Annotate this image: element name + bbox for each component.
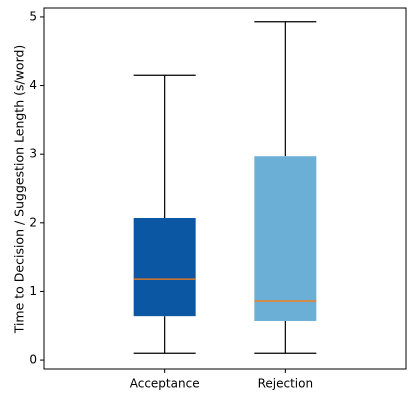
y-tick-label: 4: [29, 78, 37, 92]
acceptance-box: [133, 218, 196, 317]
plot-frame: [43, 7, 407, 370]
y-tick-label: 3: [29, 147, 37, 161]
chart-marks: [133, 21, 317, 354]
x-axis-ticks: Acceptance Rejection: [130, 369, 313, 391]
x-tick-label: Acceptance: [130, 377, 200, 391]
y-tick-label: 2: [29, 215, 37, 229]
y-tick-label: 0: [29, 353, 37, 367]
rejection-box: [254, 156, 317, 321]
y-tick-label: 1: [29, 284, 37, 298]
y-tick-label: 5: [29, 9, 37, 23]
y-axis-ticks: 0 1 2 3 4 5: [29, 9, 44, 367]
x-tick-label: Rejection: [258, 377, 313, 391]
y-axis-label: Time to Decision / Suggestion Length (s/…: [12, 45, 27, 335]
